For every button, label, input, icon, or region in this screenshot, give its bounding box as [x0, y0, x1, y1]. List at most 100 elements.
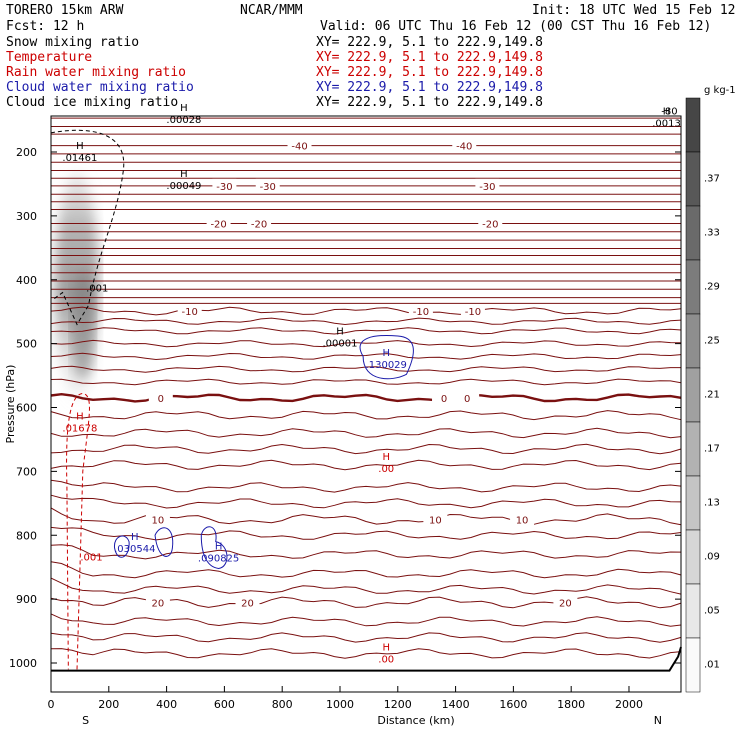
temperature-isotherms: [50, 117, 682, 659]
isotherm-line: [50, 632, 682, 643]
isotherm-label: -20: [482, 220, 498, 231]
isotherm-label-bg: [148, 390, 173, 404]
colorbar-label: .05: [704, 606, 720, 617]
header: TORERO 15km ARW NCAR/MMM Init: 18 UTC We…: [6, 3, 736, 110]
extremum-value: .00: [378, 464, 394, 475]
y-tick-label: 1000: [9, 657, 37, 670]
extremum-marker: H: [382, 643, 390, 654]
colorbar-label: .33: [704, 228, 720, 239]
isotherm-label: -30: [260, 182, 276, 193]
colorbar-label: .25: [704, 336, 720, 347]
field-cloud-water-xy: XY= 222.9, 5.1 to 222.9,149.8: [316, 80, 543, 95]
y-tick-label: 300: [16, 210, 37, 223]
extremum-value: .090825: [198, 554, 239, 565]
isotherm-line: [50, 378, 682, 386]
extremum-value: .130029: [366, 360, 407, 371]
extremum-marker: H: [215, 542, 223, 553]
isotherm-label-bg: [452, 138, 477, 152]
isotherm-label-bg: [553, 595, 578, 609]
isotherm-label-bg: [145, 595, 170, 609]
colorbar-segment: [685, 637, 701, 693]
forecast-hour: Fcst: 12 h: [6, 19, 84, 34]
isotherm-label-bg: [423, 512, 448, 526]
extremum-marker: H: [76, 411, 84, 422]
isotherm-label: 0: [441, 394, 447, 405]
extremum-value: .030544: [114, 544, 155, 555]
cloud-ice-contour: [50, 129, 125, 326]
valid-time: Valid: 06 UTC Thu 16 Feb 12 (00 CST Thu …: [320, 19, 711, 34]
isotherm-label-bg: [287, 138, 312, 152]
field-cloud-water: Cloud water mixing ratio: [6, 80, 194, 95]
extremum-value: .00001: [322, 338, 357, 349]
extremum-marker: H: [382, 348, 390, 359]
y-tick-label: 500: [16, 338, 37, 351]
extremum-value: .01461: [62, 153, 97, 164]
contour-value-label: .001: [80, 552, 102, 563]
x-tick-label: 600: [214, 698, 235, 711]
colorbar-label: .09: [704, 552, 720, 563]
extremum-marker: H: [131, 532, 139, 543]
isotherm-label: 20: [241, 598, 254, 609]
isotherm-label-bg: [432, 390, 457, 404]
x-tick-label: 200: [98, 698, 119, 711]
isotherm-line: [50, 544, 682, 560]
isotherm-line: [50, 479, 682, 493]
isotherm-label-bg: [255, 178, 280, 192]
cloud-water-contour: [359, 335, 414, 380]
contour-value-label: .001: [86, 283, 108, 294]
field-temperature-xy: XY= 222.9, 5.1 to 222.9,149.8: [316, 50, 543, 65]
isotherm-line: [50, 352, 682, 361]
y-tick-label: 400: [16, 274, 37, 287]
extremum-value: .00028: [166, 115, 201, 126]
isotherm-line: [50, 494, 682, 509]
isotherm-label: 10: [152, 515, 165, 526]
x-tick-label: 1200: [384, 698, 412, 711]
isotherm-line: [50, 648, 682, 659]
colorbar-unit: g kg-1: [704, 85, 736, 96]
isotherm-label: -20: [210, 220, 226, 231]
extremum-value: .00: [378, 655, 394, 666]
isotherm-line: [50, 613, 682, 627]
field-snow: Snow mixing ratio: [6, 35, 139, 50]
extremum-value: .00049: [166, 181, 201, 192]
colorbar-segment: [685, 205, 701, 261]
y-axis-label: Pressure (hPa): [4, 365, 17, 444]
colorbar-segment: [685, 583, 701, 639]
isotherm-label-bg: [408, 304, 433, 318]
colorbar-segment: [685, 529, 701, 585]
isotherm-label: -10: [465, 307, 481, 318]
field-cloud-ice-xy: XY= 222.9, 5.1 to 222.9,149.8: [316, 95, 543, 110]
isotherm-label: 0: [158, 394, 164, 405]
extremum-marker: H: [382, 452, 390, 463]
colorbar-label: .01: [704, 660, 720, 671]
isotherm-label-bg: [247, 216, 272, 230]
isotherm-label: -20: [251, 220, 267, 231]
y-tick-label: 700: [16, 465, 37, 478]
isotherm-line: [50, 561, 682, 579]
isotherm-label: 10: [429, 515, 442, 526]
y-tick-label: 800: [16, 529, 37, 542]
south-label: S: [82, 714, 89, 727]
isotherm-line: [50, 443, 682, 455]
isotherm-label-bg: [145, 512, 170, 526]
y-tick-label: 600: [16, 402, 37, 415]
field-cloud-ice: Cloud ice mixing ratio: [6, 95, 178, 110]
isotherm-label: 0: [464, 394, 470, 405]
snow-core: [70, 269, 95, 380]
x-tick-label: 1000: [326, 698, 354, 711]
colorbar-label: .29: [704, 282, 720, 293]
colorbar-segment: [685, 367, 701, 423]
isotherm-label-bg: [478, 216, 503, 230]
colorbar-segment: [685, 475, 701, 531]
isotherm-line: [50, 365, 681, 373]
isotherm-line: [50, 459, 682, 471]
colorbar-segment: [685, 421, 701, 477]
init-time: Init: 18 UTC Wed 15 Feb 12: [532, 3, 736, 18]
cloud-water-contour: [200, 526, 228, 569]
colorbar-segment: [685, 151, 701, 207]
center-label: NCAR/MMM: [240, 3, 303, 18]
isotherm-label-bg: [212, 178, 237, 192]
colorbar-label: .13: [704, 498, 720, 509]
isotherm-label-bg: [475, 178, 500, 192]
